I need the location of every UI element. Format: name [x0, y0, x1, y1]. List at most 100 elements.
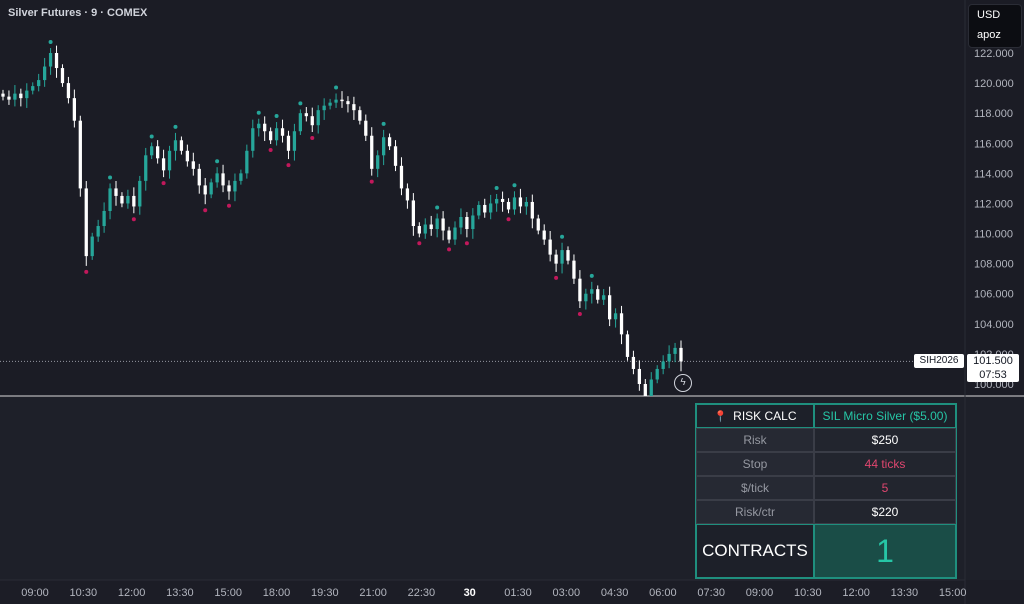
- candle-body: [334, 99, 338, 103]
- swing-low-marker: [369, 179, 374, 184]
- x-tick-label: 22:30: [408, 587, 436, 599]
- risk-row: Risk $250: [696, 428, 956, 452]
- candle-body: [352, 104, 356, 111]
- candle-body: [197, 168, 201, 186]
- swing-high-marker: [256, 110, 261, 115]
- swing-high-marker: [215, 159, 220, 164]
- x-tick-label: 03:00: [553, 587, 581, 599]
- swing-low-marker: [447, 247, 452, 252]
- candle-body: [548, 239, 552, 255]
- x-tick-label: 30: [464, 587, 476, 599]
- candle-body: [286, 135, 291, 151]
- time-axis-bg: [0, 580, 1024, 604]
- candle-body: [322, 105, 326, 111]
- swing-low-marker: [464, 241, 469, 246]
- candle-body: [661, 361, 665, 369]
- candle-body: [471, 215, 475, 230]
- currency-selector[interactable]: USD apoz: [968, 4, 1022, 48]
- candle-body: [637, 368, 642, 384]
- candle-body: [120, 195, 124, 204]
- candle-body: [96, 226, 100, 237]
- candle-body: [150, 146, 154, 156]
- candle-body: [274, 128, 279, 141]
- candles: [1, 40, 683, 396]
- stop-row-value: 44 ticks: [814, 452, 956, 476]
- candle-body: [673, 347, 677, 354]
- swing-high-marker: [274, 114, 279, 119]
- candle-body: [233, 180, 237, 192]
- candle-body: [78, 120, 82, 189]
- candle-body: [500, 198, 505, 202]
- candle-body: [643, 384, 647, 396]
- candle-body: [7, 96, 11, 100]
- candle-body: [667, 353, 671, 362]
- candle-body: [185, 150, 190, 162]
- swing-high-marker: [108, 175, 113, 180]
- candle-body: [489, 203, 493, 213]
- x-tick-label: 10:30: [794, 587, 822, 599]
- pin-icon: 📍: [713, 410, 728, 423]
- candle-body: [268, 131, 273, 141]
- candle-body: [54, 53, 59, 69]
- candle-body: [370, 135, 374, 169]
- candle-body: [42, 66, 47, 81]
- candle-body: [298, 113, 303, 132]
- candle-body: [393, 146, 398, 166]
- candle-body: [423, 224, 427, 234]
- candle-body: [602, 295, 606, 300]
- swing-low-marker: [554, 275, 559, 280]
- swing-low-marker: [131, 217, 136, 222]
- candle-body: [60, 68, 65, 84]
- bar-countdown: 07:53: [979, 369, 1007, 381]
- candle-body: [203, 185, 207, 195]
- swing-high-marker: [494, 185, 499, 190]
- tick-value-row: $/tick 5: [696, 476, 956, 500]
- candle-body: [227, 185, 231, 192]
- candle-body: [376, 155, 380, 169]
- candle-body: [411, 200, 416, 227]
- candle-body: [191, 161, 195, 169]
- swing-high-marker: [298, 101, 303, 106]
- candle-body: [405, 188, 410, 201]
- candle-body: [435, 218, 439, 230]
- candle-body: [477, 204, 481, 216]
- contracts-value: 1: [814, 524, 956, 578]
- x-tick-label: 15:00: [214, 587, 242, 599]
- candle-body: [655, 368, 659, 380]
- swing-high-marker: [334, 85, 339, 90]
- swing-high-marker: [381, 121, 386, 126]
- contracts-row: CONTRACTS 1: [696, 524, 956, 578]
- currency-label: USD: [977, 9, 1001, 21]
- y-tick-label: 112.000: [974, 198, 1013, 210]
- y-tick-label: 120.000: [974, 78, 1014, 90]
- y-tick-label: 110.000: [974, 229, 1013, 241]
- candle-body: [381, 137, 386, 156]
- candle-body: [566, 250, 570, 261]
- candle-body: [494, 198, 499, 204]
- y-tick-label: 122.000: [974, 48, 1014, 60]
- x-tick-label: 18:00: [263, 587, 291, 599]
- candle-body: [144, 155, 148, 181]
- account-label: apoz: [977, 29, 1001, 41]
- x-tick-label: 07:30: [697, 587, 725, 599]
- x-tick-label: 04:30: [601, 587, 629, 599]
- swing-low-marker: [577, 312, 582, 317]
- candle-body: [1, 93, 5, 97]
- candle-body: [25, 90, 29, 99]
- y-tick-label: 116.000: [974, 138, 1013, 150]
- candle-body: [173, 140, 178, 151]
- lightning-icon[interactable]: ϟ: [674, 374, 692, 392]
- swing-high-marker: [149, 134, 154, 139]
- risk-per-contract-label: Risk/ctr: [696, 500, 814, 524]
- risk-per-contract-value: $220: [814, 500, 956, 524]
- candle-body: [679, 347, 683, 362]
- swing-high-marker: [435, 205, 440, 210]
- candle-body: [209, 182, 213, 195]
- swing-low-marker: [203, 208, 208, 213]
- swing-low-marker: [84, 269, 89, 274]
- x-tick-label: 09:00: [746, 587, 774, 599]
- candle-body: [530, 201, 534, 219]
- risk-calc-table: 📍 RISK CALC SIL Micro Silver ($5.00) Risk…: [695, 403, 957, 579]
- risk-calc-header: 📍 RISK CALC SIL Micro Silver ($5.00): [696, 404, 956, 428]
- candle-body: [518, 197, 523, 207]
